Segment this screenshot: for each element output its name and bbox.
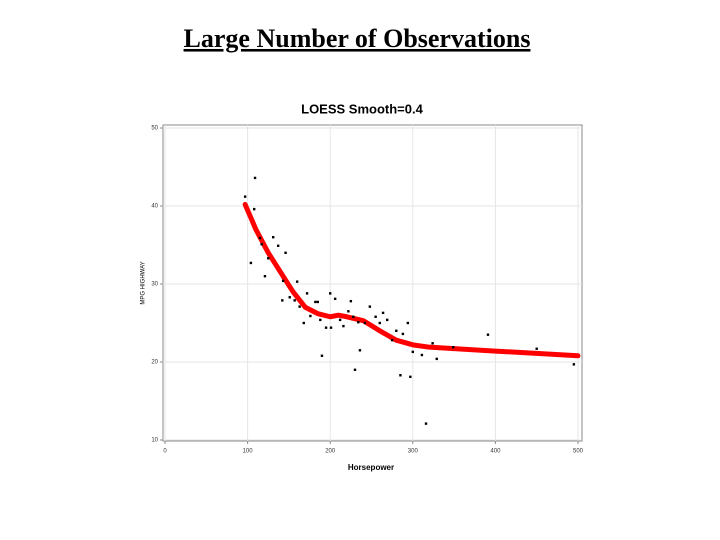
- data-point: [272, 236, 275, 239]
- y-tick-label: 30: [151, 282, 158, 288]
- data-point: [314, 300, 317, 304]
- data-point: [281, 279, 285, 283]
- x-tick-label: 0: [163, 449, 167, 455]
- data-point: [267, 257, 270, 260]
- data-point: [424, 422, 428, 425]
- data-point: [452, 345, 455, 349]
- x-tick-label: 300: [408, 449, 419, 455]
- data-point: [349, 299, 353, 303]
- data-point: [263, 275, 267, 278]
- data-point: [572, 363, 576, 366]
- data-point: [281, 299, 284, 302]
- chart-title: LOESS Smooth=0.4: [301, 101, 423, 116]
- data-point: [288, 296, 291, 299]
- data-point: [390, 338, 394, 342]
- data-point: [338, 318, 342, 322]
- data-point: [399, 374, 402, 377]
- y-tick-label: 20: [151, 360, 158, 366]
- y-tick-label: 50: [151, 126, 158, 132]
- data-point: [431, 342, 434, 345]
- data-point: [378, 321, 381, 325]
- data-point: [395, 329, 398, 332]
- data-point: [358, 349, 362, 352]
- data-point: [347, 310, 350, 313]
- data-point: [316, 300, 320, 304]
- x-tick-label: 500: [573, 449, 584, 455]
- data-point: [293, 299, 296, 302]
- x-tick-label: 400: [490, 449, 501, 455]
- data-point: [357, 321, 360, 324]
- data-point: [535, 347, 538, 350]
- data-point: [253, 176, 257, 180]
- data-point: [298, 305, 301, 308]
- data-point: [411, 350, 414, 354]
- data-point: [284, 251, 287, 254]
- smooth-line: [242, 201, 581, 359]
- data-point: [329, 292, 332, 295]
- plot-frame: [162, 124, 583, 442]
- slide-title: Large Number of Observations: [184, 24, 531, 53]
- data-point: [253, 207, 256, 211]
- data-point: [305, 292, 309, 295]
- data-point: [374, 315, 377, 318]
- data-point: [276, 244, 280, 247]
- data-point: [329, 326, 333, 329]
- y-tick-label: 40: [151, 204, 158, 210]
- data-point: [342, 324, 345, 328]
- x-axis-label: Horsepower: [348, 463, 394, 472]
- data-point: [381, 311, 385, 315]
- x-tick-label: 200: [325, 449, 336, 455]
- data-point: [406, 321, 410, 325]
- data-point: [333, 297, 337, 301]
- data-point: [435, 357, 438, 361]
- data-point: [409, 375, 412, 379]
- data-point: [353, 368, 357, 371]
- data-point: [249, 261, 253, 265]
- data-point: [385, 318, 389, 322]
- y-axis-label: MPG HIGHWAY: [141, 261, 147, 304]
- data-point: [363, 321, 367, 325]
- data-point: [302, 321, 305, 325]
- data-point: [243, 195, 247, 198]
- data-point: [258, 236, 262, 240]
- data-point: [320, 354, 324, 357]
- data-point: [260, 243, 263, 246]
- x-tick-label: 100: [243, 449, 254, 455]
- data-point: [401, 332, 405, 336]
- data-point: [309, 314, 312, 318]
- data-point: [324, 326, 328, 329]
- y-tick-label: 10: [151, 438, 158, 444]
- data-point: [486, 333, 490, 336]
- data-point: [352, 315, 355, 318]
- data-point: [295, 280, 299, 283]
- data-point: [420, 353, 424, 357]
- data-point: [368, 305, 372, 308]
- data-point: [319, 318, 322, 322]
